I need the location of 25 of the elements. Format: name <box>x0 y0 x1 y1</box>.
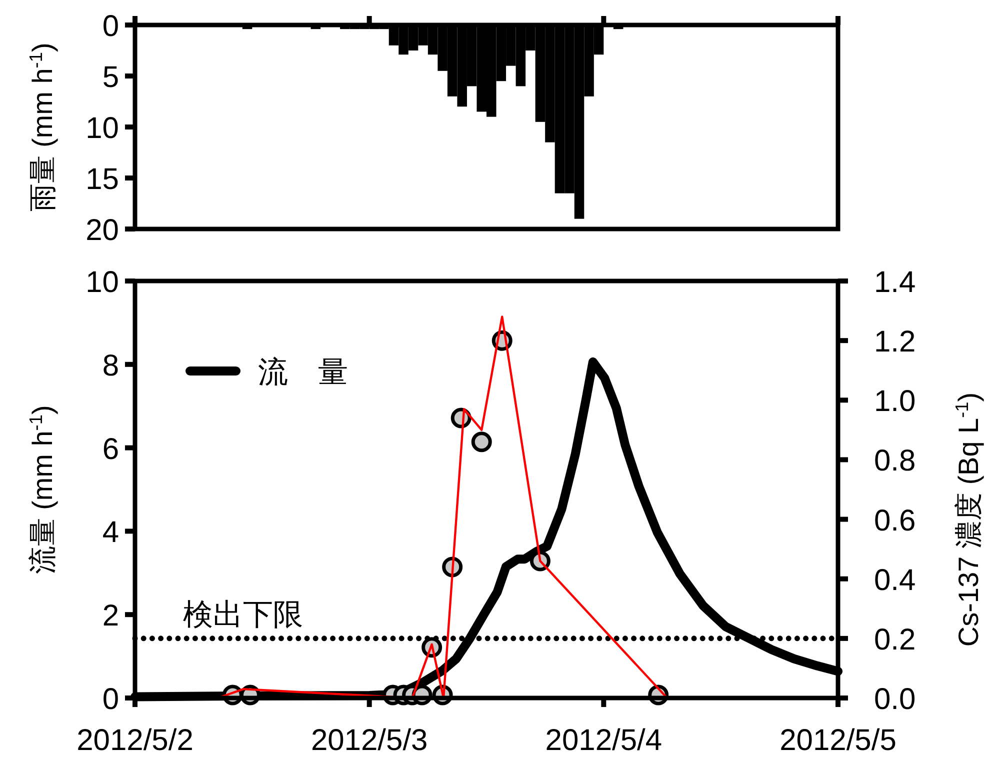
y2-tick-label: 1.0 <box>874 385 916 418</box>
y-tick-label: 5 <box>102 61 119 94</box>
y-tick-label: 4 <box>102 516 119 550</box>
y2-tick-label: 0.8 <box>874 444 916 478</box>
y2-tick-label: 0.6 <box>874 504 916 538</box>
y2-tick-label: 1.4 <box>874 266 916 299</box>
y-tick-label: 10 <box>86 266 119 299</box>
ref-line-label: 検出下限 <box>183 598 303 632</box>
y-tick-label: 10 <box>86 112 119 145</box>
y-tick-label: 6 <box>102 432 119 466</box>
x-tick-label: 2012/5/4 <box>545 724 662 757</box>
x-tick-label: 2012/5/3 <box>310 724 428 757</box>
y-tick-label: 0 <box>102 683 119 716</box>
y2-tick-label: 0.2 <box>874 623 916 656</box>
x-tick-label: 2012/5/5 <box>780 724 896 757</box>
y-tick-label: 15 <box>86 163 119 196</box>
y-tick-label: 2 <box>102 600 119 633</box>
y-tick-label: 20 <box>86 214 119 247</box>
y2-tick-label: 0.4 <box>874 564 916 597</box>
x-tick-label: 2012/5/2 <box>76 724 194 757</box>
y-tick-label: 8 <box>102 349 119 382</box>
y-tick-label: 0 <box>102 10 119 43</box>
legend-label: 流 量 <box>258 356 348 389</box>
y2-tick-label: 1.2 <box>874 326 916 359</box>
y2-tick-label: 0.0 <box>874 683 916 716</box>
